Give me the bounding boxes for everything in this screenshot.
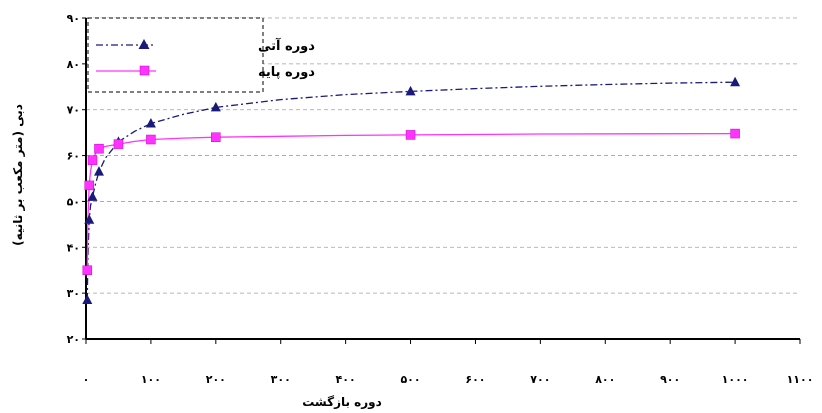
data-point-triangle	[82, 294, 93, 305]
data-point-square	[113, 139, 124, 149]
data-point-triangle	[145, 117, 156, 128]
x-tick-label: ۲۰۰	[206, 373, 226, 386]
data-point-square	[405, 130, 416, 140]
x-tick-label: ۴۰۰	[336, 373, 356, 386]
series-markers	[82, 76, 741, 305]
y-tick-label: ۳۰	[67, 287, 80, 300]
series-line-1	[86, 132, 736, 271]
x-tick-label: ۱۰۰۰	[722, 373, 749, 386]
x-tick-label: ۷۰۰	[530, 373, 550, 386]
legend: دوره آتی دوره پایه	[87, 17, 315, 93]
legend-marker-future	[138, 39, 150, 49]
x-tick-label: ۸۰۰	[595, 373, 615, 386]
x-tick-label: ۹۰۰	[660, 373, 680, 386]
data-point-square	[84, 180, 94, 191]
x-tick-label: ۳۰۰	[271, 373, 291, 386]
series-lines	[86, 81, 736, 301]
y-tick-label: ۶۰	[67, 150, 80, 163]
legend-label-future: دوره آتی	[258, 37, 315, 54]
y-tick-label: ۷۰	[67, 104, 80, 117]
x-axis-ticks: ۰ ۱۰۰ ۲۰۰ ۳۰۰ ۴۰۰ ۵۰۰ ۶۰۰ ۷۰۰ ۸۰۰ ۹۰۰ ۱۰۰۰ ۱۱۰۰	[83, 339, 814, 386]
x-tick-label: ۵۰۰	[400, 373, 420, 386]
data-point-square	[730, 128, 740, 139]
x-tick-label: ۶۰۰	[465, 373, 485, 386]
series-line-0	[86, 81, 736, 301]
y-tick-label: ۴۰	[67, 241, 80, 254]
data-point-triangle	[210, 101, 221, 112]
data-point-square	[82, 265, 93, 275]
data-point-triangle	[84, 214, 95, 224]
data-point-triangle	[730, 76, 741, 87]
x-tick-label: ۱۰۰	[141, 373, 161, 386]
y-axis-title: دبی (متر مکعب بر ثانیه)	[11, 104, 25, 246]
data-point-square	[146, 134, 156, 145]
y-tick-label: ۹۰	[67, 12, 80, 25]
legend-marker-base	[139, 65, 150, 76]
legend-label-base: دوره پایه	[258, 65, 315, 80]
y-tick-label: ۵۰	[67, 195, 80, 208]
data-point-square	[211, 132, 221, 142]
data-point-triangle	[87, 191, 98, 201]
x-tick-label: ۰	[83, 373, 90, 386]
y-axis-ticks: ۲۰ ۳۰ ۴۰ ۵۰ ۶۰ ۷۰ ۸۰ ۹۰	[67, 12, 86, 346]
data-point-square	[94, 143, 104, 154]
y-tick-label: ۲۰	[67, 333, 80, 346]
legend-box	[87, 17, 264, 93]
y-tick-label: ۸۰	[67, 58, 80, 71]
data-point-triangle	[405, 85, 416, 96]
x-tick-label: ۱۱۰۰	[787, 373, 814, 386]
x-axis-title: دوره بازگشت	[302, 395, 382, 410]
data-point-triangle	[93, 166, 104, 176]
data-point-square	[87, 155, 98, 165]
